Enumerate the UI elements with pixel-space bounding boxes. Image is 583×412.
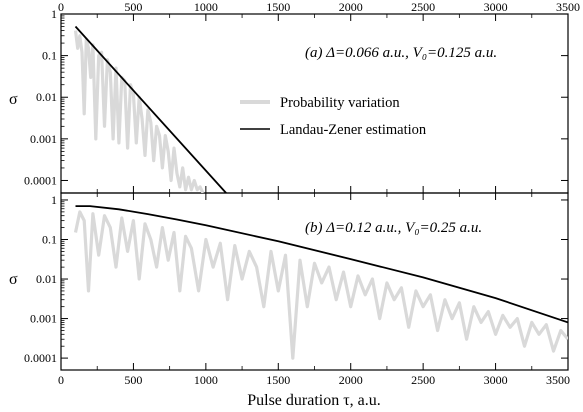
panel-a-xtick-label-top: 3000 bbox=[484, 0, 508, 14]
panel-b-xtick-label: 500 bbox=[124, 373, 142, 387]
panel-a-ytick-label: 0.001 bbox=[30, 132, 57, 146]
panel-a-data bbox=[73, 25, 227, 193]
panel-a-xtick-label-top: 2000 bbox=[339, 0, 363, 14]
panel-b-ylabel: σ bbox=[9, 271, 18, 288]
panel-b-xtick-label: 2500 bbox=[411, 373, 435, 387]
x-axis-label: Pulse duration τ, a.u. bbox=[247, 392, 381, 409]
panel-b-ytick-label: 0.1 bbox=[42, 232, 57, 246]
panel-a-ylabel: σ bbox=[9, 91, 18, 108]
panel-b-xtick-label: 1500 bbox=[266, 373, 290, 387]
panel-b-xtick-label: 3000 bbox=[484, 373, 508, 387]
panel-a-xtick-label-top: 1500 bbox=[266, 0, 290, 14]
panel-b-ytick-label: 1 bbox=[51, 193, 57, 207]
panel-b-probability-line bbox=[73, 210, 568, 360]
panel-a-ytick-label: 0.01 bbox=[36, 90, 57, 104]
panel-b-ytick-label: 0.01 bbox=[36, 272, 57, 286]
legend-box bbox=[232, 83, 484, 145]
legend-label-probability: Probability variation bbox=[280, 95, 400, 111]
panel-a-landau-zener-line bbox=[74, 25, 227, 193]
panel-b-ytick-label: 0.001 bbox=[30, 312, 57, 326]
panel-a-annotation: (a) Δ=0.066 a.u., V₀=0.125 a.u. bbox=[305, 45, 497, 61]
panel-a-xtick-label-top: 2500 bbox=[411, 0, 435, 14]
panel-b-annotation: (b) Δ=0.12 a.u., V₀=0.25 a.u. bbox=[305, 220, 482, 236]
panel-a-probability-line bbox=[73, 30, 205, 193]
panel-b-xtick-label: 3500 bbox=[546, 373, 570, 387]
panel-a-xtick-label-top: 0 bbox=[58, 0, 64, 14]
panel-b-xtick-label: 2000 bbox=[339, 373, 363, 387]
panel-b-data bbox=[73, 205, 568, 360]
panel-a-xtick-label-top: 500 bbox=[124, 0, 142, 14]
panel-a-xtick-label-top: 3500 bbox=[556, 0, 580, 14]
panel-a-ytick-label: 1 bbox=[51, 7, 57, 21]
panel-b-landau-zener-line bbox=[75, 205, 568, 324]
panel-a-ytick-label: 0.0001 bbox=[24, 173, 57, 187]
panel-b-xtick-label: 1000 bbox=[194, 373, 218, 387]
legend: Probability variation Landau-Zener estim… bbox=[232, 83, 484, 145]
panel-a-ytick-label: 0.1 bbox=[42, 49, 57, 63]
panel-b-xtick-label: 0 bbox=[58, 373, 64, 387]
panel-b-ytick-label: 0.0001 bbox=[24, 351, 57, 365]
legend-label-landau-zener: Landau-Zener estimation bbox=[280, 122, 427, 138]
panel-a-xtick-label-top: 1000 bbox=[194, 0, 218, 14]
